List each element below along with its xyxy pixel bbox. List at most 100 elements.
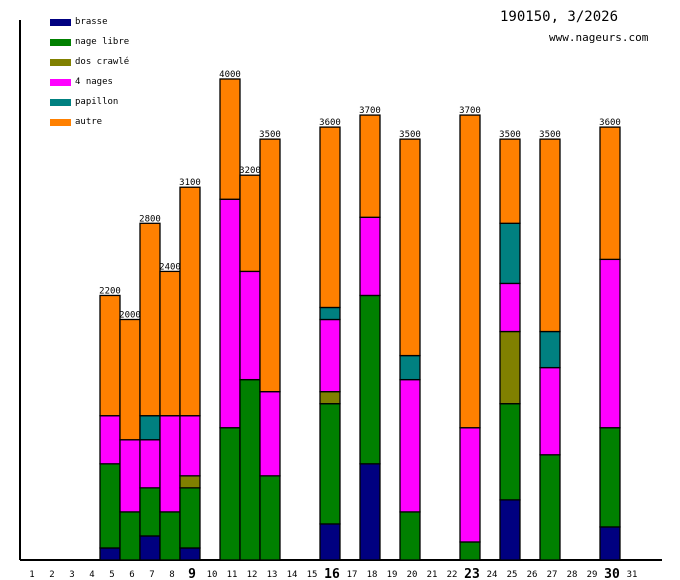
x-tick-label: 5	[109, 570, 114, 580]
x-tick-label: 25	[507, 570, 518, 580]
bar-total-label: 2400	[159, 262, 181, 272]
legend-swatch	[50, 98, 71, 106]
bar-segment-4-nages	[599, 258, 621, 429]
x-tick-label: 17	[347, 570, 358, 580]
bar-segment-nage-libre	[179, 487, 201, 549]
x-tick-label: 15	[307, 570, 318, 580]
bar-segment-papillon	[539, 330, 561, 369]
bar-total-label: 3700	[359, 106, 381, 116]
bar-segment-nage-libre	[399, 511, 421, 561]
x-tick-label: 31	[627, 570, 638, 580]
x-tick-label: 16	[324, 567, 340, 580]
bar-segment-nage-libre	[119, 511, 141, 561]
x-tick-label: 18	[367, 570, 378, 580]
bar-segment-autre	[399, 138, 421, 357]
x-tick-label: 22	[447, 570, 458, 580]
bar-segment-brasse	[319, 523, 341, 561]
x-tick-label: 19	[387, 570, 398, 580]
bar-segment-4-nages	[499, 282, 521, 333]
bar-segment-4-nages	[159, 415, 181, 513]
x-tick-label: 12	[247, 570, 258, 580]
x-tick-label: 24	[487, 570, 498, 580]
bar-total-label: 3500	[539, 130, 561, 140]
bar-segment-autre	[119, 318, 141, 441]
x-tick-label: 29	[587, 570, 598, 580]
bar-segment-nage-libre	[599, 427, 621, 528]
legend-swatch	[50, 38, 71, 46]
x-tick-label: 9	[188, 567, 196, 580]
bar-total-label: 2800	[139, 214, 161, 224]
bar-segment-autre	[99, 294, 121, 417]
legend-label: brasse	[75, 17, 108, 27]
bar-segment-4-nages	[539, 366, 561, 456]
bar-segment-4-nages	[359, 216, 381, 297]
site-url: www.nageurs.com	[549, 31, 649, 44]
x-tick-label: 27	[547, 570, 558, 580]
bar-segment-4-nages	[179, 415, 201, 477]
bar-segment-papillon	[139, 415, 161, 441]
bar-segment-autre	[459, 114, 481, 429]
bar-segment-4-nages	[399, 378, 421, 513]
bar-segment-autre	[539, 138, 561, 333]
bar-segment-autre	[139, 222, 161, 417]
bar-segment-4-nages	[459, 427, 481, 543]
legend-swatch	[50, 118, 71, 126]
legend-label: papillon	[75, 97, 119, 107]
x-tick-label: 14	[287, 570, 298, 580]
bar-segment-nage-libre	[159, 511, 181, 561]
x-tick-label: 23	[464, 567, 480, 580]
bar-segment-nage-libre	[459, 541, 481, 561]
legend-item: dos crawlé	[50, 57, 129, 67]
legend-swatch	[50, 58, 71, 66]
bar-segment-autre	[159, 270, 181, 417]
bar-segment-dos-crawlé	[179, 475, 201, 489]
legend-label: nage libre	[75, 37, 130, 47]
bar-total-label: 3700	[459, 106, 481, 116]
bar-segment-brasse	[99, 547, 121, 561]
legend-label: 4 nages	[75, 77, 113, 87]
bar-total-label: 3600	[319, 118, 341, 128]
bar-total-label: 3600	[599, 118, 621, 128]
x-tick-label: 8	[169, 570, 174, 580]
bar-total-label: 3500	[499, 130, 521, 140]
bar-total-label: 4000	[219, 70, 241, 80]
bar-segment-nage-libre	[499, 403, 521, 501]
bar-segment-nage-libre	[239, 378, 261, 561]
x-tick-label: 26	[527, 570, 538, 580]
x-tick-label: 6	[129, 570, 134, 580]
legend-swatch	[50, 18, 71, 26]
bar-segment-nage-libre	[319, 403, 341, 525]
x-tick-label: 13	[267, 570, 278, 580]
bar-segment-4-nages	[99, 415, 121, 465]
bar-segment-4-nages	[239, 270, 261, 381]
bar-segment-autre	[219, 78, 241, 200]
bar-total-label: 3500	[399, 130, 421, 140]
bar-segment-papillon	[499, 222, 521, 285]
x-tick-label: 20	[407, 570, 418, 580]
x-tick-label: 30	[604, 567, 620, 580]
bar-segment-papillon	[399, 354, 421, 381]
bar-segment-dos-crawlé	[499, 330, 521, 405]
bar-segment-4-nages	[219, 198, 241, 429]
legend-item: brasse	[50, 17, 108, 27]
bar-segment-nage-libre	[219, 427, 241, 561]
bar-total-label: 3200	[239, 166, 261, 176]
bar-segment-autre	[499, 138, 521, 224]
bar-segment-dos-crawlé	[319, 390, 341, 405]
bar-segment-autre	[239, 174, 261, 273]
x-tick-label: 2	[49, 570, 54, 580]
bar-segment-autre	[259, 138, 281, 393]
bar-total-label: 2200	[99, 286, 121, 296]
bar-total-label: 3100	[179, 178, 201, 188]
x-tick-label: 28	[567, 570, 578, 580]
bar-segment-brasse	[179, 547, 201, 561]
bar-segment-4-nages	[119, 439, 141, 513]
bar-total-label: 3500	[259, 130, 281, 140]
x-tick-label: 11	[227, 570, 238, 580]
legend-item: 4 nages	[50, 77, 113, 87]
legend-swatch	[50, 78, 71, 86]
bar-segment-4-nages	[139, 439, 161, 489]
bar-segment-brasse	[139, 535, 161, 561]
